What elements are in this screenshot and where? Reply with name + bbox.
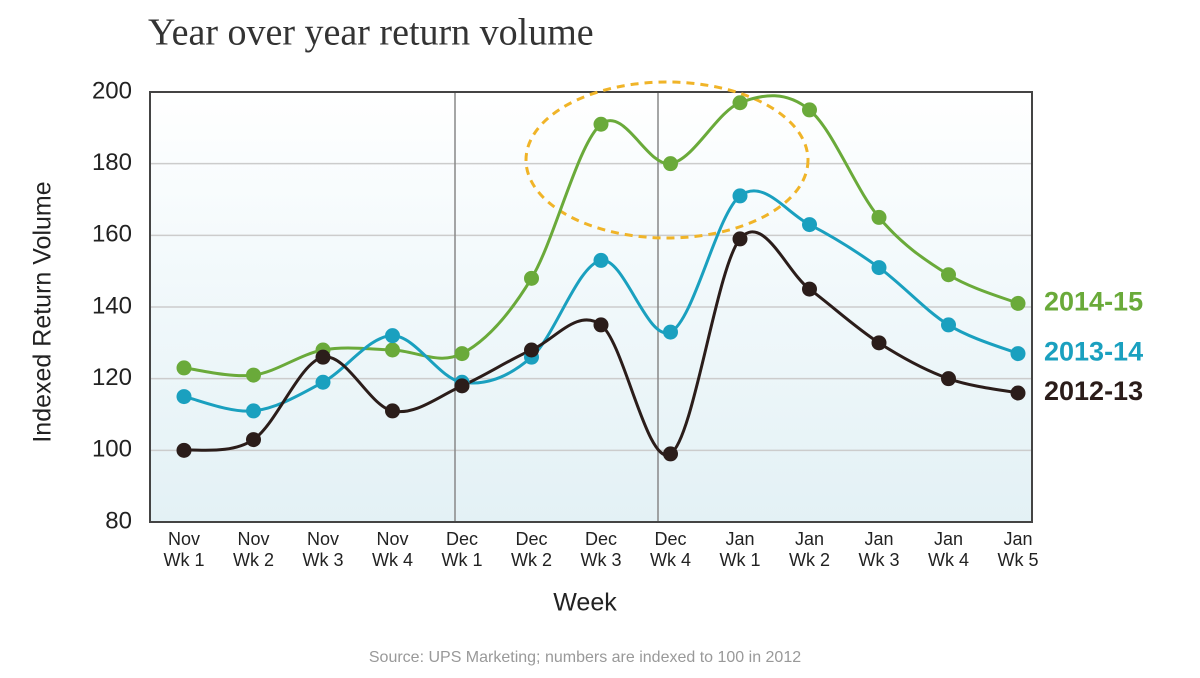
data-point [593,317,609,333]
data-point [1010,346,1026,362]
data-point [176,442,192,458]
data-point [246,432,261,448]
y-tick-label: 160 [92,221,132,248]
data-point [524,342,539,358]
data-point [385,403,400,419]
y-tick-label: 200 [92,77,132,104]
data-point [732,188,748,204]
x-tick-label: Jan [934,529,963,549]
legend-label: 2013-14 [1044,337,1143,367]
y-tick-label: 100 [92,436,132,463]
x-tick-label: Wk 2 [233,550,274,570]
y-tick-label: 180 [92,149,132,176]
data-point [1010,385,1026,401]
data-point [524,270,539,286]
data-point [593,116,609,132]
x-tick-label: Jan [864,529,893,549]
data-point [246,367,261,383]
data-point [246,403,261,419]
x-tick-label: Jan [725,529,754,549]
x-tick-label: Wk 5 [997,550,1038,570]
data-point [871,335,887,351]
data-point [663,446,678,462]
legend-label: 2012-13 [1044,376,1143,406]
data-point [454,378,470,394]
data-point [315,374,331,390]
data-point [385,342,400,358]
x-tick-label: Dec [515,529,547,549]
data-point [593,252,609,268]
x-tick-label: Dec [654,529,686,549]
x-tick-label: Jan [1003,529,1032,549]
x-tick-label: Dec [446,529,478,549]
x-tick-label: Wk 4 [372,550,413,570]
x-tick-label: Nov [168,529,200,549]
x-tick-label: Nov [376,529,408,549]
data-point [941,317,956,333]
y-tick-label: 140 [92,292,132,319]
x-tick-label: Wk 3 [858,550,899,570]
plot-frame [149,91,1033,523]
x-tick-label: Wk 3 [302,550,343,570]
x-tick-label: Wk 2 [511,550,552,570]
data-point [663,324,678,340]
data-point [176,360,192,376]
data-point [941,371,956,387]
source-note: Source: UPS Marketing; numbers are index… [369,649,801,666]
y-axis-label: Indexed Return Volume [29,181,57,442]
x-tick-label: Nov [237,529,269,549]
data-point [732,231,748,247]
data-point [871,209,887,225]
data-point [176,389,192,405]
y-tick-label: 120 [92,364,132,391]
data-point [941,267,956,283]
data-point [802,281,817,297]
data-point [802,102,817,118]
data-point [732,95,748,111]
data-point [385,328,400,344]
x-tick-label: Nov [307,529,339,549]
data-point [454,346,470,362]
data-point [1010,295,1026,311]
x-axis-label: Week [553,589,617,617]
x-tick-label: Wk 3 [580,550,621,570]
x-tick-label: Dec [585,529,617,549]
x-tick-label: Wk 4 [650,550,691,570]
x-tick-label: Jan [795,529,824,549]
x-tick-label: Wk 4 [928,550,969,570]
x-tick-label: Wk 1 [441,550,482,570]
highlight-ellipse [524,80,810,240]
data-point [315,349,331,365]
data-point [802,217,817,233]
data-point [871,260,887,276]
chart-title: Year over year return volume [148,12,594,54]
x-tick-label: Wk 1 [719,550,760,570]
legend-label: 2014-15 [1044,287,1143,317]
x-tick-label: Wk 2 [789,550,830,570]
data-point [663,156,678,172]
y-tick-label: 80 [105,507,132,534]
x-tick-label: Wk 1 [163,550,204,570]
